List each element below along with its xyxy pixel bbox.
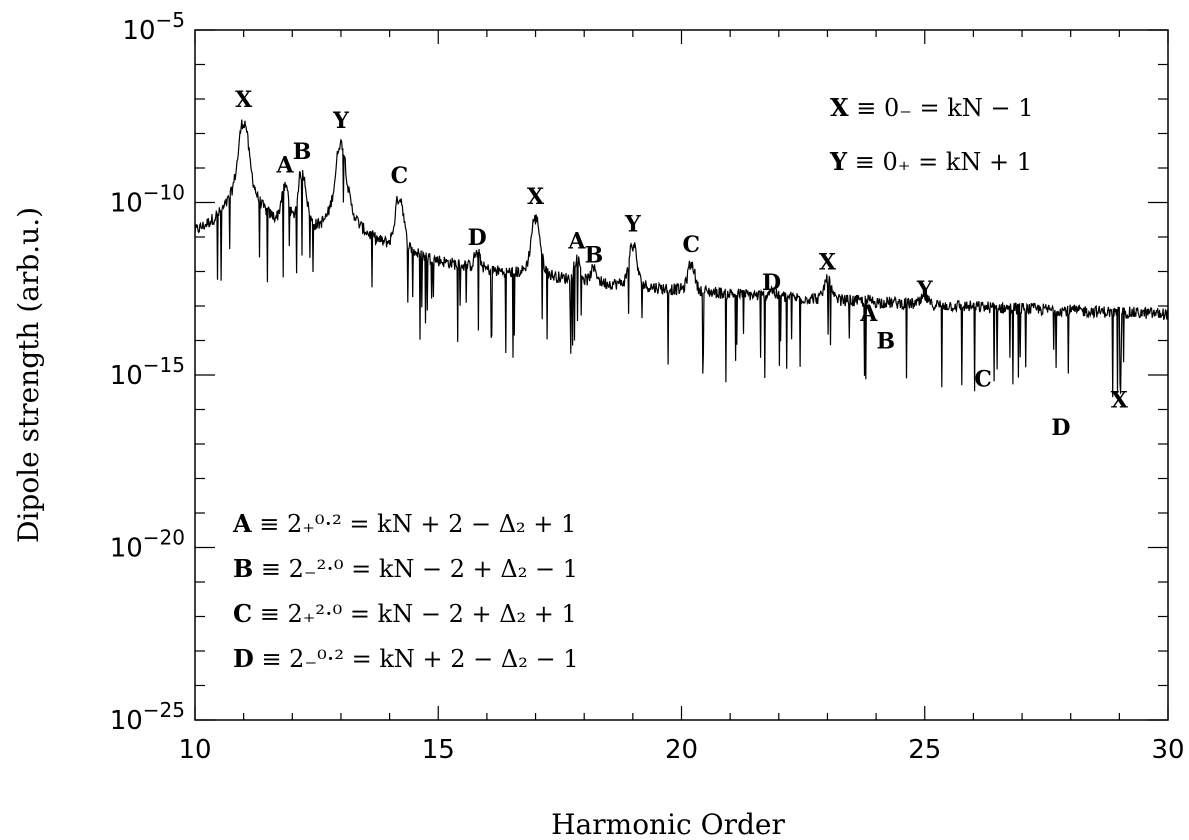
peak-label-y: Y <box>916 277 933 303</box>
y-tick-label: 10−25 <box>110 698 185 736</box>
peak-label-y: Y <box>332 108 349 134</box>
peak-label-d: D <box>468 225 487 251</box>
legend-key: Y <box>829 147 848 176</box>
y-tick-label: 10−20 <box>110 526 185 564</box>
x-tick-label: 25 <box>908 735 941 765</box>
peak-label-d: D <box>1051 415 1070 441</box>
legend-formula: ≡ 0₊ = kN + 1 <box>847 148 1032 176</box>
y-tick-label: 10−15 <box>110 353 185 391</box>
peak-label-x: X <box>819 249 837 275</box>
legend-formula: ≡ 2₊⁰·² = kN + 2 − Δ₂ + 1 <box>252 510 577 538</box>
peak-label-b: B <box>877 329 896 355</box>
peak-label-y: Y <box>624 211 641 237</box>
x-tick-label: 15 <box>422 735 455 765</box>
legend-entry-y: Y ≡ 0₊ = kN + 1 <box>829 147 1032 176</box>
legend-formula: ≡ 0₋ = kN − 1 <box>849 94 1034 122</box>
legend-entry-b: B ≡ 2₋²·⁰ = kN − 2 + Δ₂ − 1 <box>233 554 578 583</box>
peak-label-x: X <box>1111 387 1129 413</box>
legend-entry-x: X ≡ 0₋ = kN − 1 <box>830 93 1033 122</box>
legend-bottom: A ≡ 2₊⁰·² = kN + 2 − Δ₂ + 1 B ≡ 2₋²·⁰ = k… <box>232 509 579 673</box>
legend-key: C <box>233 599 252 628</box>
peak-label-c: C <box>391 163 409 189</box>
legend-key: B <box>233 554 253 583</box>
peak-label-a: A <box>859 301 878 327</box>
y-tick-label: 10−10 <box>110 181 185 219</box>
y-tick-labels: 10−5 10−10 10−15 10−20 10−25 <box>110 8 185 736</box>
legend-top: X ≡ 0₋ = kN − 1Y ≡ 0₊ = kN + 1 <box>829 93 1033 176</box>
legend-key: A <box>232 509 252 538</box>
peak-label-c: C <box>974 367 992 393</box>
legend-entry-d: D ≡ 2₋⁰·² = kN + 2 − Δ₂ − 1 <box>233 644 579 673</box>
spectrum-line <box>194 119 1169 398</box>
legend-formula: ≡ 2₋²·⁰ = kN − 2 + Δ₂ − 1 <box>253 555 578 583</box>
legend-entry-c: C ≡ 2₊²·⁰ = kN − 2 + Δ₂ + 1 <box>233 599 577 628</box>
legend-key: D <box>233 644 254 673</box>
x-tick-label: 20 <box>665 735 698 765</box>
peak-label-x: X <box>527 184 545 210</box>
axis-ticks <box>194 29 1169 721</box>
peak-label-x: X <box>235 87 253 113</box>
peak-label-a: A <box>275 153 294 179</box>
legend-formula: ≡ 2₋⁰·² = kN + 2 − Δ₂ − 1 <box>254 645 579 673</box>
peak-label-d: D <box>762 270 781 296</box>
y-axis-title: Dipole strength (arb.u.) <box>12 207 45 543</box>
x-tick-label: 30 <box>1151 735 1184 765</box>
x-tick-label: 10 <box>178 735 211 765</box>
legend-formula: ≡ 2₊²·⁰ = kN − 2 + Δ₂ + 1 <box>252 600 577 628</box>
peak-label-c: C <box>682 232 700 258</box>
x-axis-title: Harmonic Order <box>551 808 785 840</box>
y-tick-label: 10−5 <box>122 8 185 46</box>
legend-key: X <box>830 93 849 122</box>
peak-label-b: B <box>585 242 604 268</box>
legend-entry-a: A ≡ 2₊⁰·² = kN + 2 − Δ₂ + 1 <box>232 509 576 538</box>
peak-label-b: B <box>293 139 312 165</box>
x-tick-labels: 10 15 20 25 30 <box>178 735 1184 765</box>
peak-label-a: A <box>567 229 586 255</box>
